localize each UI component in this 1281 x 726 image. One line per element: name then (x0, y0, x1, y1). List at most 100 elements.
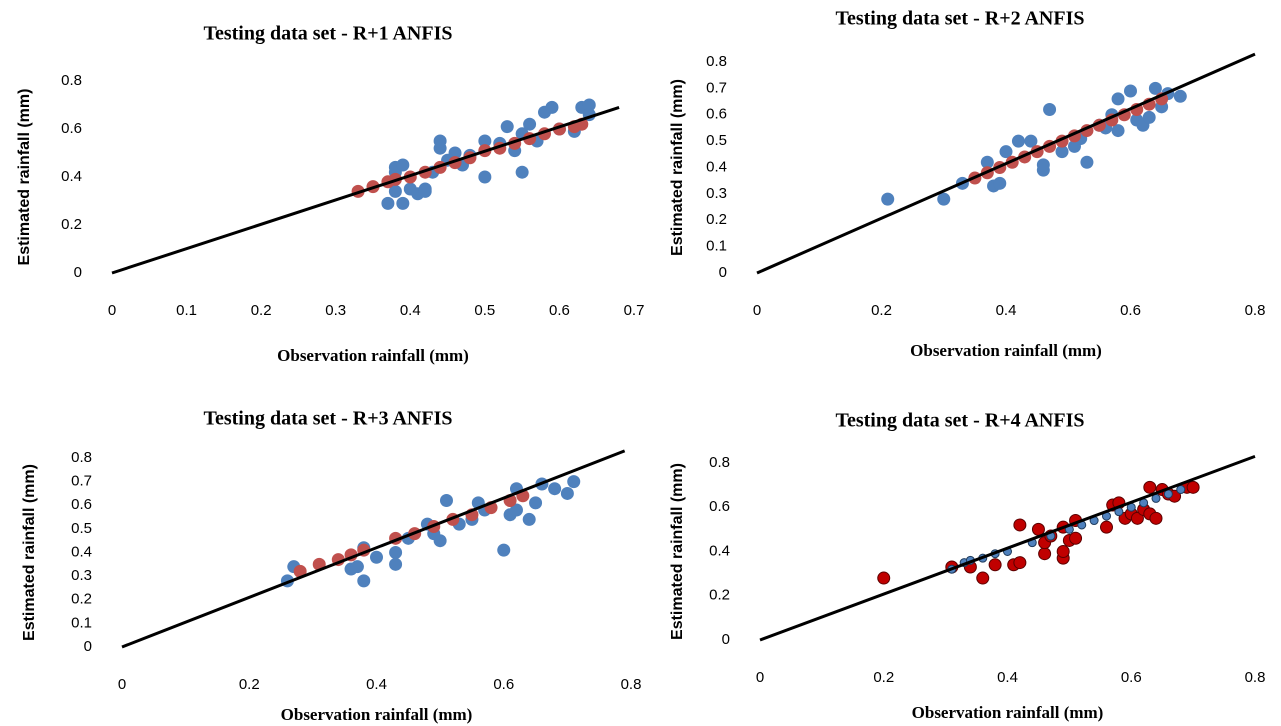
y-tick-label: 0.4 (71, 543, 92, 560)
data-point (567, 475, 581, 489)
y-tick-label: 0.6 (706, 106, 727, 123)
data-point (1036, 158, 1050, 172)
x-axis-label: Observation rainfall (mm) (281, 705, 473, 724)
data-point (1069, 531, 1083, 545)
y-tick-label: 0.2 (706, 211, 727, 228)
x-tick-label: 0.2 (873, 669, 894, 686)
y-tick-label: 0.3 (706, 185, 727, 202)
x-tick-label: 0.2 (871, 302, 892, 319)
x-tick-label: 0.4 (996, 302, 1017, 319)
data-point (988, 558, 1002, 572)
chart-title: Testing data set - R+3 ANFIS (203, 408, 452, 430)
x-tick-label: 0.5 (474, 302, 495, 319)
data-point (439, 494, 453, 508)
data-point (1013, 556, 1027, 570)
data-point (396, 196, 410, 210)
data-point (433, 134, 447, 148)
data-point (1149, 511, 1163, 525)
data-point (545, 100, 559, 114)
y-tick-label: 0.8 (61, 72, 82, 89)
x-axis-label: Observation rainfall (mm) (910, 341, 1102, 360)
data-point (357, 574, 371, 588)
data-point (976, 571, 990, 585)
y-tick-label: 0.6 (61, 120, 82, 137)
x-tick-label: 0.8 (1245, 669, 1266, 686)
x-tick-label: 0.6 (493, 676, 514, 693)
y-tick-label: 0.5 (706, 132, 727, 149)
x-tick-label: 0.3 (325, 302, 346, 319)
data-point (1130, 511, 1144, 525)
y-tick-label: 0.3 (71, 567, 92, 584)
data-point (509, 503, 523, 517)
x-tick-label: 0.7 (624, 302, 645, 319)
data-point (448, 146, 462, 160)
data-point (478, 134, 492, 148)
data-point (389, 546, 403, 559)
x-tick-label: 0.6 (1121, 669, 1142, 686)
y-tick-label: 0.2 (71, 591, 92, 608)
y-tick-label: 0.4 (709, 542, 730, 559)
y-tick-label: 0.7 (71, 473, 92, 490)
chart-title: Testing data set - R+2 ANFIS (835, 8, 1084, 30)
y-tick-label: 0 (84, 638, 92, 655)
y-tick-label: 0.7 (706, 79, 727, 96)
x-tick-label: 0.4 (997, 669, 1018, 686)
data-point (980, 155, 994, 169)
y-tick-label: 0 (74, 264, 82, 281)
x-tick-label: 0.8 (621, 676, 642, 693)
data-point (877, 571, 891, 585)
x-tick-label: 0.1 (176, 302, 197, 319)
data-point (1124, 84, 1137, 98)
x-tick-label: 0 (108, 302, 116, 319)
fit-line (111, 105, 620, 275)
data-point (389, 557, 403, 571)
y-tick-label: 0.1 (71, 614, 92, 631)
data-point (396, 158, 410, 172)
y-tick-label: 0 (722, 631, 730, 648)
data-point (1056, 545, 1070, 558)
y-axis-label: Estimated rainfall (mm) (669, 463, 686, 640)
y-axis-label: Estimated rainfall (mm) (669, 79, 686, 256)
data-point (1013, 518, 1027, 532)
x-tick-label: 0 (756, 669, 764, 686)
y-axis-label: Estimated rainfall (mm) (21, 464, 38, 641)
data-point (388, 184, 402, 198)
fit-line (121, 449, 626, 649)
data-point (350, 560, 364, 574)
data-point (500, 120, 514, 134)
data-point (1186, 480, 1200, 494)
data-point (1055, 145, 1069, 159)
data-point (560, 486, 574, 500)
data-point (937, 192, 951, 206)
data-point (478, 170, 492, 184)
data-point (370, 550, 383, 564)
y-tick-label: 0.1 (706, 238, 727, 255)
chart-title: Testing data set - R+1 ANFIS (203, 23, 452, 45)
x-tick-label: 0 (753, 302, 761, 319)
data-point (529, 496, 543, 510)
y-tick-label: 0.5 (71, 520, 92, 537)
data-point (523, 117, 537, 131)
data-point (1080, 155, 1094, 169)
x-axis-label: Observation rainfall (mm) (277, 346, 469, 365)
data-point (515, 165, 529, 179)
data-point (548, 482, 562, 496)
y-tick-label: 0.8 (709, 454, 730, 471)
y-tick-label: 0.6 (71, 496, 92, 513)
x-tick-label: 0.4 (400, 302, 421, 319)
y-tick-label: 0 (719, 264, 727, 281)
y-tick-label: 0.8 (706, 53, 727, 70)
y-tick-label: 0.8 (71, 449, 92, 466)
data-point (1163, 489, 1173, 499)
data-point (418, 184, 432, 198)
data-point (1176, 485, 1186, 495)
data-point (881, 192, 895, 206)
fit-line (759, 454, 1256, 642)
x-tick-label: 0.2 (239, 676, 260, 693)
chart-title: Testing data set - R+4 ANFIS (835, 410, 1084, 432)
y-tick-label: 0.4 (706, 158, 727, 175)
data-point (1100, 520, 1113, 534)
x-axis-label: Observation rainfall (mm) (912, 703, 1104, 722)
y-tick-label: 0.4 (61, 168, 82, 185)
x-tick-label: 0.2 (251, 302, 272, 319)
